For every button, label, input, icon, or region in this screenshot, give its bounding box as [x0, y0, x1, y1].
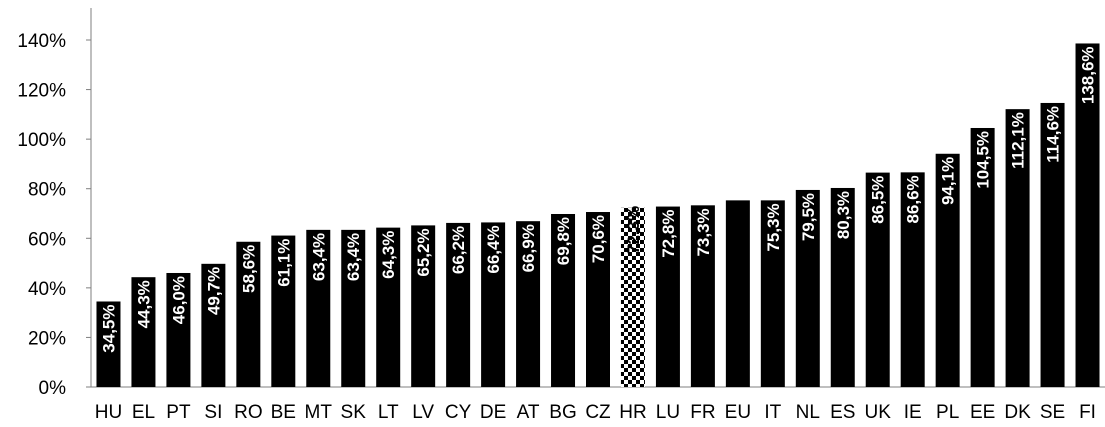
x-tick-label: FI	[1079, 402, 1096, 423]
data-label-fi: 138,6%	[1079, 46, 1098, 104]
x-tick-label: NL	[796, 402, 820, 423]
bar-es	[830, 187, 855, 387]
bar-hu	[96, 301, 121, 387]
data-label-dk: 112,1%	[1009, 112, 1028, 169]
bar-fi	[1075, 43, 1100, 387]
y-tick-label: 40%	[28, 279, 66, 300]
bar-de	[481, 222, 506, 387]
bar-bg	[551, 213, 576, 387]
x-tick-label: SI	[204, 402, 222, 423]
bar-ie	[900, 172, 925, 387]
bar-se	[1040, 102, 1065, 387]
bar-si	[201, 263, 226, 387]
y-tick-label: 20%	[28, 328, 66, 349]
data-label-ro: 58,6%	[239, 245, 258, 293]
data-label-pl: 94,1%	[939, 157, 958, 205]
bar-lv	[411, 225, 436, 387]
x-tick-label: PT	[166, 402, 191, 423]
x-tick-label: CZ	[585, 402, 611, 423]
data-label-be: 61,1%	[274, 239, 293, 287]
bar-fr	[690, 205, 715, 387]
data-label-fr: 73,3%	[694, 208, 713, 256]
bar-at	[516, 221, 541, 387]
x-tick-label: DE	[480, 402, 506, 423]
x-tick-label: IT	[764, 402, 781, 423]
data-label-bg: 69,8%	[554, 217, 573, 265]
y-tick-label: 120%	[17, 81, 66, 102]
y-tick-label: 0%	[39, 378, 67, 399]
data-label-mt: 63,4%	[309, 233, 328, 281]
bar-uk	[865, 172, 890, 387]
x-tick-label: LV	[412, 402, 434, 423]
bar-sk	[341, 229, 366, 387]
x-tick-label: BE	[271, 402, 296, 423]
data-label-el: 44,3%	[134, 280, 153, 328]
bar-hr	[620, 207, 645, 387]
x-tick-label: HR	[619, 402, 646, 423]
data-label-lt: 64,3%	[379, 231, 398, 279]
data-label-se: 114,6%	[1044, 106, 1063, 163]
x-tick-label: DK	[1004, 402, 1031, 423]
data-label-si: 49,7%	[204, 267, 223, 315]
x-tick-label: EE	[970, 402, 995, 423]
x-tick-label: AT	[517, 402, 540, 423]
x-tick-label: RO	[234, 402, 263, 423]
data-label-uk: 86,5%	[869, 176, 888, 224]
y-tick-label: 100%	[17, 130, 66, 151]
x-tick-label: EU	[725, 402, 751, 423]
data-label-cz: 70,6%	[589, 215, 608, 263]
x-tick-label: EL	[132, 402, 155, 423]
x-tick-label: IE	[904, 402, 922, 423]
bar-be	[271, 235, 296, 387]
y-tick-label: 140%	[17, 31, 66, 52]
data-label-pt: 46,0%	[169, 276, 188, 324]
x-tick-label: HU	[95, 402, 122, 423]
x-tick-label: UK	[865, 402, 892, 423]
data-label-nl: 79,5%	[799, 193, 818, 241]
x-tick-label: SK	[341, 402, 367, 423]
bar-it	[760, 200, 785, 387]
tick-labels: 0% 20% 40% 60% 80% 100% 120% 140% HU EL PT SI RO BE MT…	[17, 31, 1096, 423]
bar-pl	[935, 153, 960, 387]
data-label-hu: 34,5%	[99, 304, 118, 352]
x-tick-label: SE	[1040, 402, 1065, 423]
bar-cy	[446, 222, 471, 387]
data-label-it: 75,3%	[764, 203, 783, 251]
y-tick-label: 80%	[28, 180, 66, 201]
bar-cz	[586, 212, 610, 387]
bar-dk	[1005, 109, 1030, 387]
x-tick-label: MT	[305, 402, 333, 423]
x-tick-label: ES	[830, 402, 855, 423]
data-labels: 34,5% 44,3% 46,0% 49,7% 58,6% 61,1% 63,4% 63,4%…	[99, 46, 1097, 352]
x-tick-label: FR	[690, 402, 715, 423]
data-label-ie: 86,6%	[904, 175, 923, 223]
data-label-at: 66,9%	[519, 224, 538, 272]
bar-ro	[236, 241, 261, 387]
x-tick-label: CY	[445, 402, 472, 423]
data-label-sk: 63,4%	[344, 233, 363, 281]
bar-lu	[655, 206, 680, 387]
data-label-hr: 72,3%	[624, 206, 643, 254]
bar-pt	[166, 272, 191, 387]
data-label-es: 80,3%	[834, 191, 853, 239]
x-tick-label: LT	[378, 402, 399, 423]
data-label-ee: 104,5%	[974, 131, 993, 189]
x-tick-label: LU	[656, 402, 680, 423]
bar-eu	[725, 200, 750, 387]
bar-ee	[970, 127, 995, 387]
x-tick-label: BG	[549, 402, 576, 423]
data-label-de: 66,4%	[484, 225, 503, 273]
data-label-cy: 66,2%	[449, 226, 468, 274]
y-tick-label: 60%	[28, 229, 66, 250]
x-tick-label: PL	[936, 402, 959, 423]
data-label-lv: 65,2%	[414, 228, 433, 276]
bar-nl	[795, 189, 820, 387]
bar-mt	[306, 229, 331, 387]
data-label-lu: 72,8%	[659, 210, 678, 258]
bar-el	[131, 277, 156, 387]
bar-lt	[376, 227, 401, 387]
bars	[96, 43, 1100, 387]
